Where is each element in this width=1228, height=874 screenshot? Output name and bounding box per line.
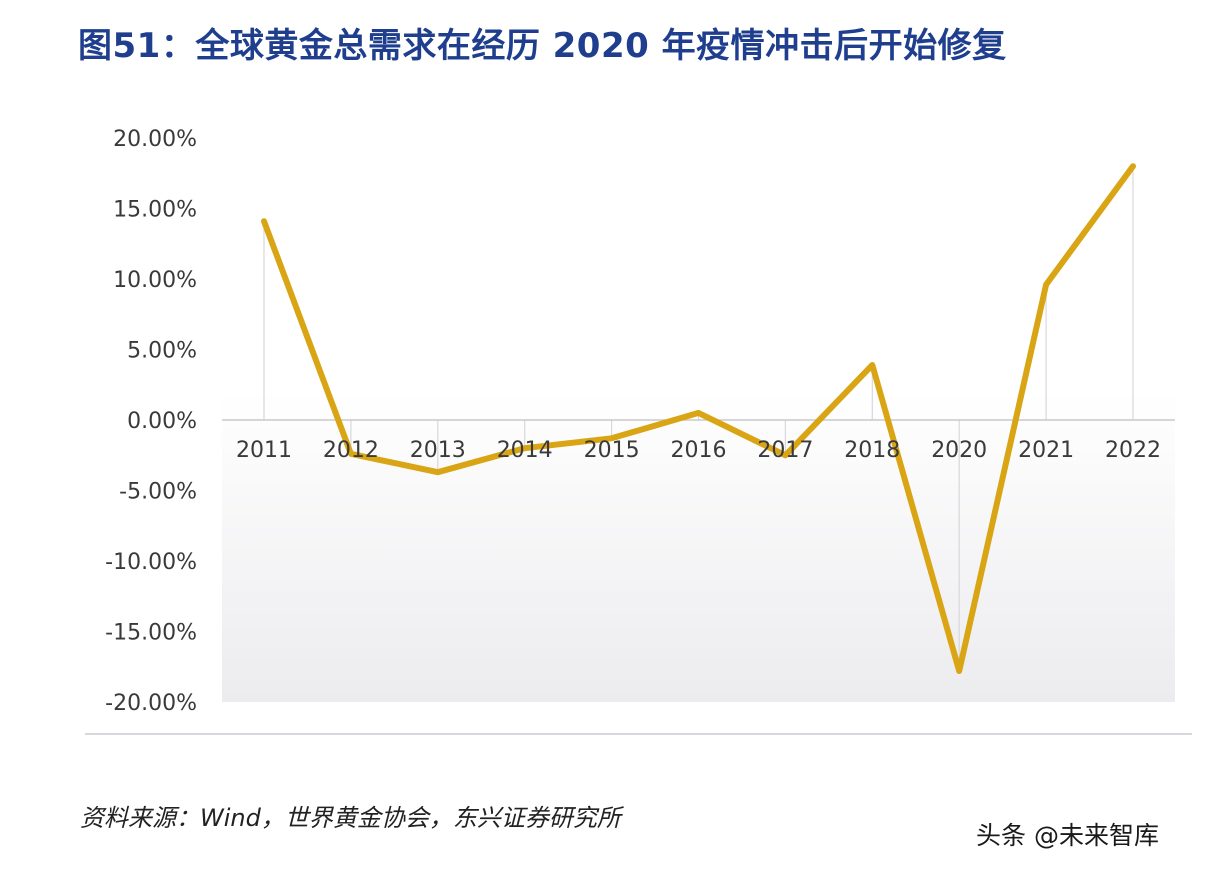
x-tick-label: 2014 <box>497 438 553 463</box>
y-tick-label: 0.00% <box>127 409 197 434</box>
y-tick-label: 10.00% <box>113 268 197 293</box>
y-tick-label: -20.00% <box>105 691 197 716</box>
y-tick-label: -10.00% <box>105 550 197 575</box>
y-tick-label: -5.00% <box>119 480 197 505</box>
series-line <box>261 163 1136 674</box>
x-axis-tick-labels: 2011 2012 2013 2014 2015 2016 2017 2018 2020 2021… <box>236 438 1161 463</box>
y-axis-tick-labels: 20.00% 15.00% 10.00% 5.00% 0.00% -5.00% -10.00… <box>105 127 197 716</box>
chart-title: 图51：全球黄金总需求在经历 2020 年疫情冲击后开始修复 <box>78 26 1007 66</box>
source-note: 资料来源：Wind，世界黄金协会，东兴证券研究所 <box>80 804 621 832</box>
x-tick-label: 2022 <box>1105 438 1161 463</box>
y-tick-label: 15.00% <box>113 198 197 223</box>
x-tick-label: 2013 <box>410 438 466 463</box>
x-tick-label: 2020 <box>931 438 987 463</box>
x-tick-label: 2015 <box>584 438 640 463</box>
watermark-text: 头条 @未来智库 <box>976 821 1159 850</box>
x-tick-label: 2011 <box>236 438 292 463</box>
x-tick-label: 2017 <box>757 438 813 463</box>
x-tick-label: 2018 <box>844 438 900 463</box>
y-tick-label: -15.00% <box>105 621 197 646</box>
y-tick-label: 20.00% <box>113 127 197 152</box>
x-tick-label: 2021 <box>1018 438 1074 463</box>
x-tick-label: 2012 <box>323 438 379 463</box>
y-tick-label: 5.00% <box>127 339 197 364</box>
x-tick-label: 2016 <box>671 438 727 463</box>
